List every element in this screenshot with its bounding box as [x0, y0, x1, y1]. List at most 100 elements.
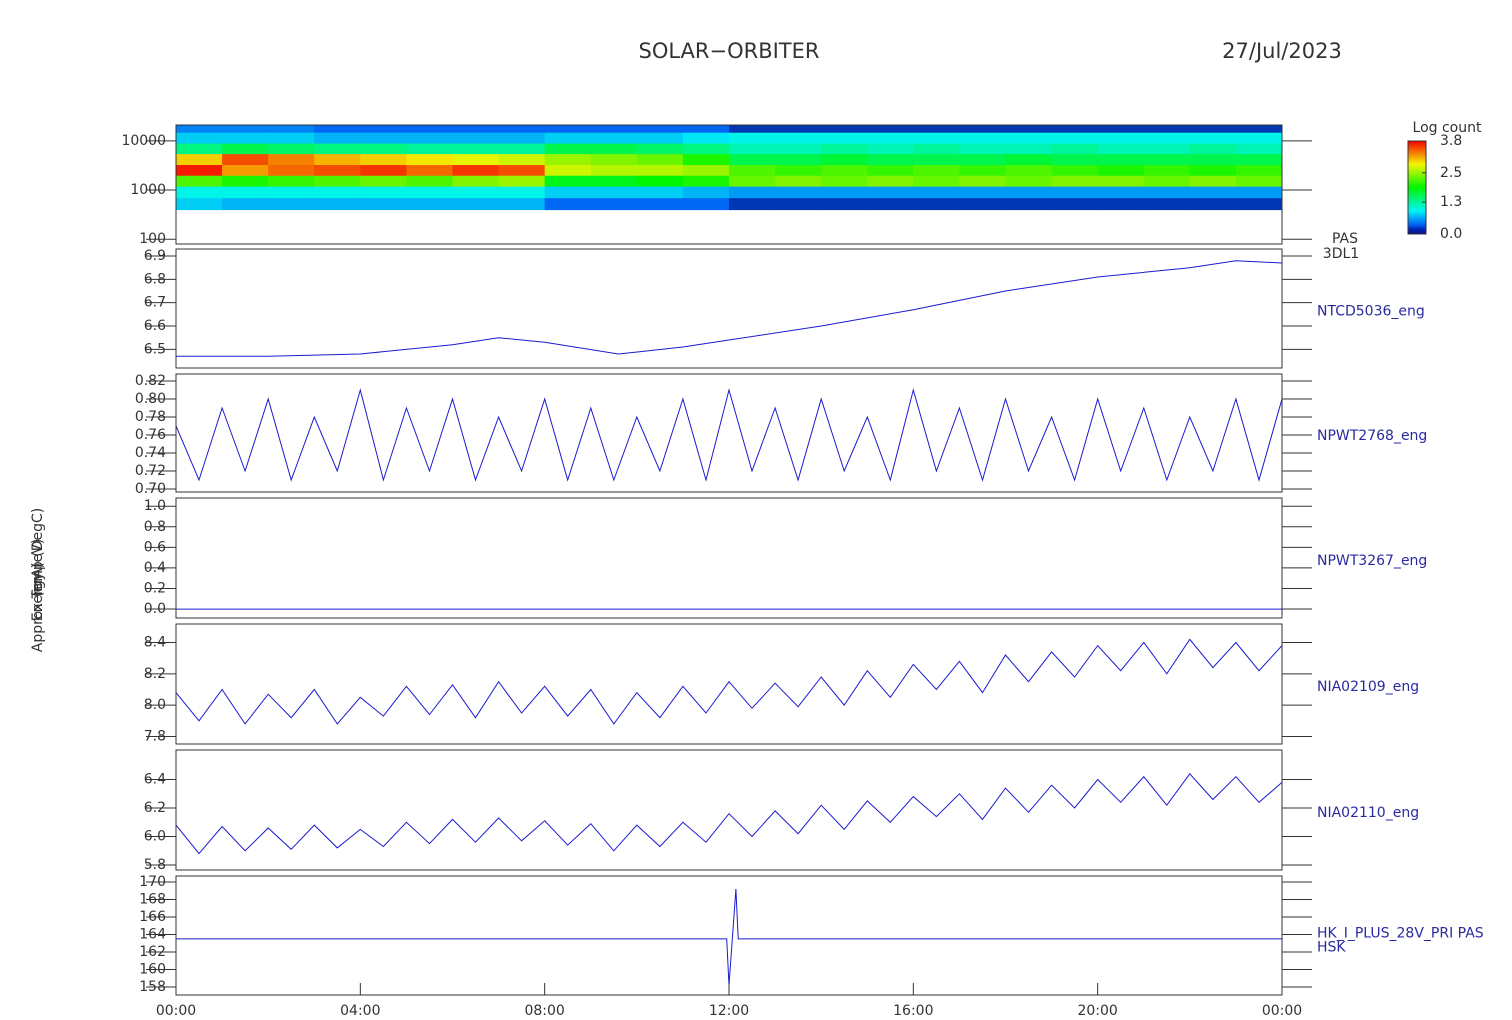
heatmap-cell [222, 143, 269, 155]
heatmap-cell [1189, 132, 1237, 144]
x-tick-label: 04:00 [340, 1003, 380, 1019]
heatmap-cell [498, 197, 546, 211]
y-tick-label: 10000 [121, 133, 166, 149]
heatmap-cell [544, 175, 592, 187]
panel-frame [175, 497, 1283, 619]
heatmap-cell [268, 164, 315, 176]
heatmap-cell [775, 143, 822, 155]
heatmap-cell [314, 164, 361, 176]
heatmap-cell [913, 153, 960, 166]
heatmap-cell [636, 132, 684, 144]
heatmap-cell [775, 153, 822, 166]
y-tick-label: 0.8 [144, 519, 166, 535]
y-tick-label: 0.78 [135, 409, 166, 425]
heatmap-cell [1235, 164, 1282, 176]
heatmap-cell [268, 175, 315, 187]
heatmap-cell [360, 132, 407, 144]
y-tick-label: 166 [139, 909, 166, 925]
heatmap-cell [682, 197, 730, 211]
heatmap-cell [498, 132, 546, 144]
heatmap-cell [682, 186, 730, 199]
heatmap-cell [775, 175, 822, 187]
heatmap-cell [360, 143, 407, 155]
heatmap-cell [959, 197, 1006, 211]
heatmap-cell [913, 175, 960, 187]
heatmap-cell [1005, 132, 1053, 144]
heatmap-cell [682, 125, 730, 133]
y-tick-label: 100 [139, 231, 166, 247]
heatmap-cell [1189, 164, 1237, 176]
data-line [176, 260, 1282, 357]
y-tick-label: 1000 [130, 182, 166, 198]
series-label: NTCD5036_eng [1317, 304, 1425, 320]
heatmap-cell [360, 125, 407, 133]
heatmap-cell [913, 143, 960, 155]
series-label: 3DL1 [1323, 246, 1359, 262]
heatmap-cell [1051, 143, 1099, 155]
heatmap-cell [406, 197, 453, 211]
series-label: NIA02109_eng [1317, 679, 1419, 695]
heatmap-cell [222, 132, 269, 144]
y-tick-label: 0.6 [144, 539, 166, 555]
y-tick-label: 0.72 [135, 463, 166, 479]
heatmap-cell [821, 197, 868, 211]
heatmap-cell [1051, 186, 1099, 199]
heatmap-cell [360, 164, 407, 176]
heatmap-cell [682, 175, 730, 187]
heatmap-cell [1005, 143, 1053, 155]
heatmap-cell [821, 186, 868, 199]
colorbar [1407, 140, 1427, 235]
heatmap-cell [406, 125, 453, 133]
y-tick-label: 8.2 [144, 666, 166, 682]
heatmap-cell [590, 132, 638, 144]
heatmap-cell [498, 125, 546, 133]
heatmap-cell [222, 197, 269, 211]
heatmap-cell [636, 175, 684, 187]
y-tick-label: 0.74 [135, 445, 166, 461]
heatmap-cell [867, 164, 914, 176]
y-tick-label: 6.7 [144, 295, 166, 311]
panel-frame [175, 749, 1283, 871]
heatmap-cell [1143, 143, 1191, 155]
series-label: HSK [1317, 940, 1346, 956]
heatmap-cell [1097, 197, 1145, 211]
heatmap-cell [590, 186, 638, 199]
heatmap-cell [729, 164, 776, 176]
heatmap-cell [867, 197, 914, 211]
heatmap-cell [360, 153, 407, 166]
heatmap-cell [176, 164, 223, 176]
y-tick-label: 162 [139, 944, 166, 960]
y-tick-label: 6.6 [144, 318, 166, 334]
heatmap-cell [1051, 175, 1099, 187]
y-tick-label: 8.0 [144, 697, 166, 713]
heatmap-cell [590, 125, 638, 133]
heatmap-cell [406, 186, 453, 199]
heatmap-cell [913, 186, 960, 199]
heatmap-cell [1235, 125, 1282, 133]
colorbar-tick-label: 1.3 [1440, 194, 1462, 210]
heatmap-cell [498, 153, 546, 166]
heatmap-cell [1005, 153, 1053, 166]
heatmap-cell [452, 143, 500, 155]
y-tick-label: 1.0 [144, 498, 166, 514]
heatmap-cell [729, 197, 776, 211]
heatmap-cell [867, 186, 914, 199]
y-tick-label: 5.8 [144, 857, 166, 873]
heatmap-cell [314, 175, 361, 187]
heatmap-cell [775, 164, 822, 176]
heatmap-cell [682, 132, 730, 144]
heatmap-cell [1143, 132, 1191, 144]
heatmap-cell [498, 186, 546, 199]
series-label: PAS [1332, 231, 1358, 247]
x-tick-label: 16:00 [893, 1003, 933, 1019]
heatmap-cell [1005, 197, 1053, 211]
heatmap-cell [1005, 186, 1053, 199]
heatmap-cell [222, 175, 269, 187]
heatmap-cell [222, 164, 269, 176]
heatmap-cell [1005, 175, 1053, 187]
data-line [176, 888, 1282, 986]
data-line [176, 388, 1282, 482]
y-tick-label: 6.8 [144, 271, 166, 287]
y-tick-label: 6.4 [144, 772, 166, 788]
heatmap-cell [775, 132, 822, 144]
